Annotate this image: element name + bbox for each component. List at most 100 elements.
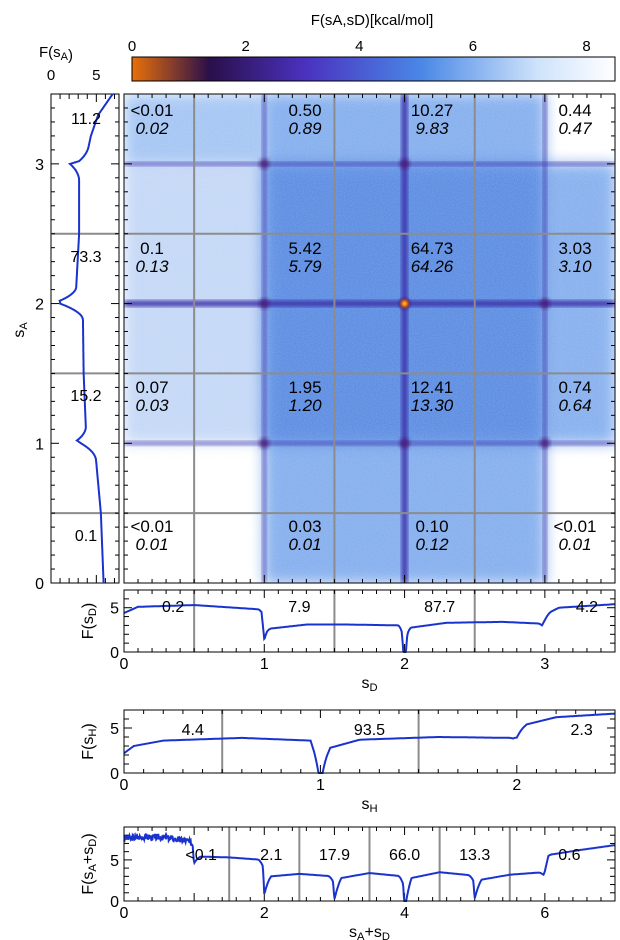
sA-profile-tick-label: 5: [92, 67, 100, 84]
sAsD-profile-x-tick-label: 0: [120, 905, 129, 922]
colorbar: F(sA,sD)[kcal/mol] 0 2 4 6 8: [128, 12, 616, 82]
heatmap-minimum-line-y: [124, 441, 615, 446]
sA-profile-tick-label: 0: [47, 67, 55, 84]
sA-profile-curve: [58, 93, 114, 583]
sD-profile-percent-label: 0.2: [162, 599, 184, 616]
heatmap-grain: [124, 94, 615, 583]
sAsD-profile-percent-label: 66.0: [389, 847, 420, 864]
sH-profile-y-axis-label: F(sH): [80, 723, 99, 760]
colorbar-tick-label: 6: [469, 38, 477, 55]
heatmap-crossing: [539, 298, 550, 309]
heatmap-cell-label: 1.95: [288, 378, 321, 397]
heatmap-cell-label: 5.42: [288, 239, 321, 258]
sD-profile-y-tick-label: 0: [110, 645, 119, 662]
heatmap-minimum-line-y: [124, 300, 615, 307]
sAsD-profile-x-tick-label: 4: [400, 905, 409, 922]
sH-profile-x-tick-label: 0: [120, 777, 129, 794]
heatmap-cell-label-italic: 64.26: [411, 257, 454, 276]
sD-profile-x-axis-label: sD: [361, 675, 377, 694]
colorbar-tick-label: 8: [582, 38, 590, 55]
sA-axis-tick-label: 2: [35, 297, 44, 314]
heatmap-minimum-line-x: [401, 94, 408, 583]
heatmap-crossing: [399, 438, 410, 449]
sA-profile-percent-label: 11.2: [71, 111, 101, 128]
sAsD-profile-frame: [123, 826, 616, 902]
sD-profile-curve: [123, 603, 615, 653]
sD-profile-x-tick-label: 1: [260, 656, 269, 673]
sH-profile-x-axis-label: sH: [361, 796, 377, 815]
colorbar-label: F(sA,sD)[kcal/mol]: [311, 12, 434, 29]
sD-profile-x-tick-label: 0: [120, 656, 129, 673]
heatmap-cell-label: 0.44: [558, 101, 591, 120]
heatmap-crossing: [539, 438, 550, 449]
sAsD-profile-x-axis-label: sA+sD: [349, 924, 390, 940]
sD-profile-percent-label: 4.2: [576, 599, 598, 616]
heatmap-cell-label-italic: 5.79: [288, 257, 322, 276]
sAsD-profile-curve: [123, 831, 616, 902]
heatmap-cell-label: 0.74: [558, 378, 591, 397]
colorbar-tick-label: 0: [128, 38, 136, 55]
heatmap-cell-label-italic: 0.01: [288, 535, 321, 554]
sAsD-profile-percent-label: 0.6: [558, 847, 580, 864]
sA-profile-frame: [50, 93, 120, 584]
heatmap-frame: [123, 93, 616, 584]
heatmap-minimum-line-x: [262, 94, 267, 583]
heatmap-cell-label-italic: 0.02: [135, 119, 169, 138]
heatmap-global-minimum: [397, 296, 412, 311]
sA-axis-label: sA: [11, 322, 30, 338]
colorbar-tick-label: 2: [241, 38, 249, 55]
sA-profile-percent-label: 73.3: [70, 249, 101, 266]
colorbar-tick-label: 4: [355, 38, 363, 55]
sAsD-profile-percent-label: 2.1: [260, 847, 282, 864]
sD-profile-percent-label: 7.9: [288, 599, 310, 616]
sAsD-profile-percent-label: <0.1: [185, 847, 217, 864]
sH-profile-x-tick-label: 1: [316, 777, 325, 794]
sD-profile-y-axis-label: F(sD): [80, 603, 99, 640]
heatmap-cell-label: 64.73: [411, 239, 454, 258]
heatmap-cell-label: 0.03: [288, 517, 321, 536]
main-heatmap-panel: <0.010.020.500.8910.279.830.440.470.10.1…: [123, 93, 616, 584]
sAsD-profile-percent-label: 17.9: [319, 847, 350, 864]
sD-profile-panel: 0 1 2 3 0 5 0.2 7.9 87.7 4.2 sD F(sD): [80, 589, 616, 694]
heatmap-cell-label-italic: 0.03: [135, 396, 169, 415]
heatmap-cell-label-italic: 0.47: [558, 119, 592, 138]
sH-profile-curve: [123, 712, 615, 774]
sA-axis-tick-label: 0: [35, 576, 44, 593]
sH-profile-percent-label: 93.5: [354, 722, 385, 739]
sH-profile-y-tick-label: 0: [110, 766, 119, 783]
heatmap-cell-label-italic: 0.12: [415, 535, 449, 554]
heatmap-cell-label-italic: 3.10: [558, 257, 592, 276]
heatmap-cell-label: 0.10: [415, 517, 448, 536]
sAsD-profile-panel: 0 2 4 6 0 5 <0.1 2.1 17.9 66.0 13.3 0.6 sA+sD F(sA+sD…: [80, 826, 616, 940]
sH-profile-panel: 0 1 2 0 5 4.4 93.5 2.3 sH F(sH): [80, 709, 616, 815]
sAsD-profile-percent-label: 13.3: [459, 847, 490, 864]
heatmap-cell-label-italic: 0.01: [558, 535, 591, 554]
sD-profile-frame: [123, 589, 616, 653]
sA-axis-tick-label: 1: [35, 436, 44, 453]
heatmap-cell-label-italic: 13.30: [411, 396, 454, 415]
heatmap-cell-label: 3.03: [558, 239, 591, 258]
sA-profile-title: F(sA): [39, 44, 73, 64]
heatmap-cell-label: <0.01: [130, 101, 173, 120]
colorbar-bar: [131, 56, 616, 82]
sA-axis-tick-label: 3: [35, 157, 44, 174]
heatmap-cell-label-italic: 0.64: [558, 396, 591, 415]
heatmap-crossing: [399, 158, 410, 169]
heatmap-cell-label-italic: 0.89: [288, 119, 322, 138]
heatmap-cell-label: 10.27: [411, 101, 454, 120]
heatmap-cell-label: 12.41: [411, 378, 454, 397]
sAsD-profile-y-tick-label: 0: [110, 894, 119, 911]
heatmap-cell-label: 0.07: [135, 378, 168, 397]
sAsD-profile-y-axis-label: F(sA+sD): [80, 833, 99, 894]
sD-profile-percent-label: 87.7: [424, 599, 455, 616]
sH-profile-frame: [123, 709, 616, 774]
sH-profile-y-tick-label: 5: [110, 721, 119, 738]
sH-profile-percent-label: 2.3: [570, 722, 592, 739]
sAsD-profile-y-tick-label: 5: [110, 853, 119, 870]
sH-profile-percent-label: 4.4: [182, 722, 204, 739]
sA-profile-percent-label: 0.1: [75, 528, 97, 545]
heatmap-cell-label-italic: 0.13: [135, 257, 169, 276]
